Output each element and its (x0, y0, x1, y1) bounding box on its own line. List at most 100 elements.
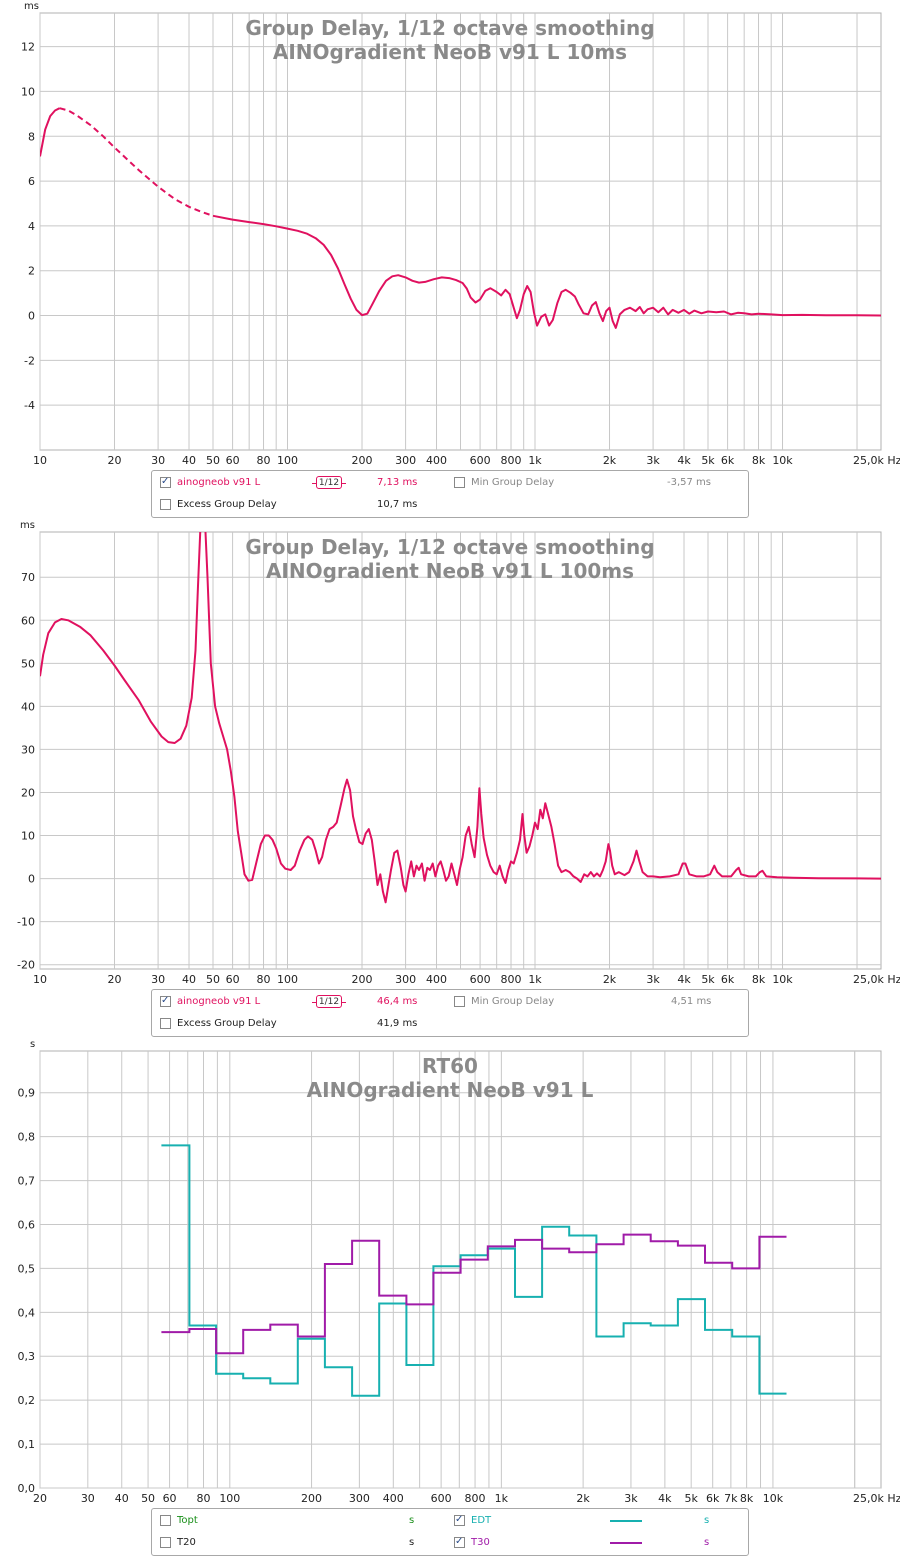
topt-label[interactable]: Topt (177, 1515, 198, 1526)
series-value: 46,4 ms (377, 996, 418, 1007)
y-tick-label: 12 (21, 41, 35, 54)
x-tick-label: 10 (33, 454, 47, 467)
y-tick-label: 20 (21, 786, 35, 799)
x-tick-label: 1k (528, 973, 542, 986)
min-group-delay-checkbox[interactable] (454, 996, 465, 1007)
y-tick-label: 60 (21, 614, 35, 627)
x-tick-label: 5k (701, 454, 715, 467)
series-t30-line (161, 1233, 787, 1355)
chart-title: RT60 (422, 1054, 478, 1078)
excess-group-delay-checkbox[interactable] (160, 1018, 171, 1029)
x-tick-label: 10k (772, 973, 793, 986)
min-group-delay-checkbox[interactable] (454, 477, 465, 488)
x-tick-label: 25,0k Hz (853, 454, 900, 467)
smoothing-badge[interactable]: 1/12 (316, 476, 342, 489)
chart-subtitle: AINOgradient NeoB v91 L (307, 1078, 594, 1102)
x-tick-label: 4k (677, 973, 691, 986)
x-tick-label: 4k (658, 1492, 672, 1505)
min-group-delay-label[interactable]: Min Group Delay (471, 477, 555, 488)
y-tick-label: 0,3 (18, 1350, 36, 1363)
series-label[interactable]: ainogneob v91 L (177, 996, 261, 1007)
min-group-delay-label[interactable]: Min Group Delay (471, 996, 555, 1007)
x-tick-label: 800 (465, 1492, 486, 1505)
edt-label[interactable]: EDT (471, 1515, 492, 1526)
y-tick-label: 40 (21, 700, 35, 713)
y-tick-label: 0 (28, 310, 35, 323)
y-tick-label: 0,9 (18, 1087, 36, 1100)
x-tick-label: 50 (206, 973, 220, 986)
y-tick-label: 0,2 (18, 1394, 36, 1407)
y-tick-label: 0,1 (18, 1438, 36, 1451)
series-value: 7,13 ms (377, 477, 418, 488)
x-tick-label: 80 (257, 454, 271, 467)
chart-title: Group Delay, 1/12 octave smoothing (245, 16, 654, 40)
x-tick-label: 3k (646, 454, 660, 467)
series-line (212, 214, 881, 329)
legend-panel: ainogneob v91 L 1/12 46,4 ms Min Group D… (151, 989, 749, 1037)
excess-group-delay-label[interactable]: Excess Group Delay (177, 499, 277, 510)
excess-group-delay-checkbox[interactable] (160, 499, 171, 510)
x-tick-label: 20 (108, 973, 122, 986)
x-tick-label: 6k (706, 1492, 720, 1505)
series-label[interactable]: ainogneob v91 L (177, 477, 261, 488)
series-checkbox[interactable] (160, 994, 171, 1008)
x-tick-label: 30 (81, 1492, 95, 1505)
t30-label[interactable]: T30 (471, 1537, 490, 1548)
y-unit-label: s (30, 1039, 35, 1050)
x-tick-label: 5k (684, 1492, 698, 1505)
y-tick-label: 4 (28, 220, 35, 233)
smoothing-badge[interactable]: 1/12 (316, 995, 342, 1008)
x-tick-label: 600 (470, 454, 491, 467)
y-tick-label: -2 (24, 354, 35, 367)
x-tick-label: 600 (431, 1492, 452, 1505)
x-tick-label: 8k (752, 973, 766, 986)
x-tick-label: 300 (349, 1492, 370, 1505)
x-tick-label: 100 (277, 454, 298, 467)
topt-checkbox[interactable] (160, 1515, 171, 1526)
excess-group-delay-value: 10,7 ms (377, 499, 418, 510)
x-tick-label: 40 (115, 1492, 129, 1505)
series-edt-line (161, 1144, 787, 1397)
x-tick-label: 200 (352, 454, 373, 467)
y-tick-label: 0 (28, 873, 35, 886)
t20-label[interactable]: T20 (177, 1537, 196, 1548)
x-tick-label: 400 (426, 454, 447, 467)
x-tick-label: 8k (740, 1492, 754, 1505)
t20-value: s (409, 1537, 415, 1548)
x-tick-label: 50 (206, 454, 220, 467)
x-tick-label: 3k (624, 1492, 638, 1505)
legend-panel: Topt s EDT s T20 s T30 s (151, 1508, 749, 1556)
x-tick-label: 50 (141, 1492, 155, 1505)
x-tick-label: 40 (182, 454, 196, 467)
excess-group-delay-label[interactable]: Excess Group Delay (177, 1018, 277, 1029)
y-tick-label: -4 (24, 399, 35, 412)
x-tick-label: 800 (501, 973, 522, 986)
y-tick-label: 2 (28, 265, 35, 278)
x-tick-label: 6k (721, 454, 735, 467)
series-checkbox[interactable] (160, 475, 171, 489)
x-tick-label: 25,0k Hz (853, 973, 900, 986)
x-tick-label: 2k (603, 973, 617, 986)
y-tick-label: -20 (17, 959, 35, 972)
y-tick-label: 50 (21, 657, 35, 670)
edt-checkbox[interactable] (454, 1513, 465, 1527)
y-tick-label: 0,0 (18, 1482, 36, 1495)
t30-checkbox[interactable] (454, 1535, 465, 1549)
x-tick-label: 300 (395, 454, 416, 467)
x-tick-label: 400 (383, 1492, 404, 1505)
y-unit-label: ms (20, 520, 35, 531)
x-tick-label: 10k (763, 1492, 784, 1505)
x-tick-label: 60 (163, 1492, 177, 1505)
y-tick-label: 70 (21, 571, 35, 584)
y-unit-label: ms (24, 1, 39, 12)
legend-panel: ainogneob v91 L 1/12 7,13 ms Min Group D… (151, 470, 749, 518)
edt-value: s (704, 1515, 710, 1526)
chart-subtitle: AINOgradient NeoB v91 L 100ms (266, 559, 634, 583)
t30-line-swatch (610, 1542, 642, 1544)
t20-checkbox[interactable] (160, 1537, 171, 1548)
y-tick-label: 6 (28, 175, 35, 188)
y-tick-label: 0,4 (18, 1306, 36, 1319)
series-line-dashed (59, 107, 214, 217)
y-tick-label: 10 (21, 830, 35, 843)
